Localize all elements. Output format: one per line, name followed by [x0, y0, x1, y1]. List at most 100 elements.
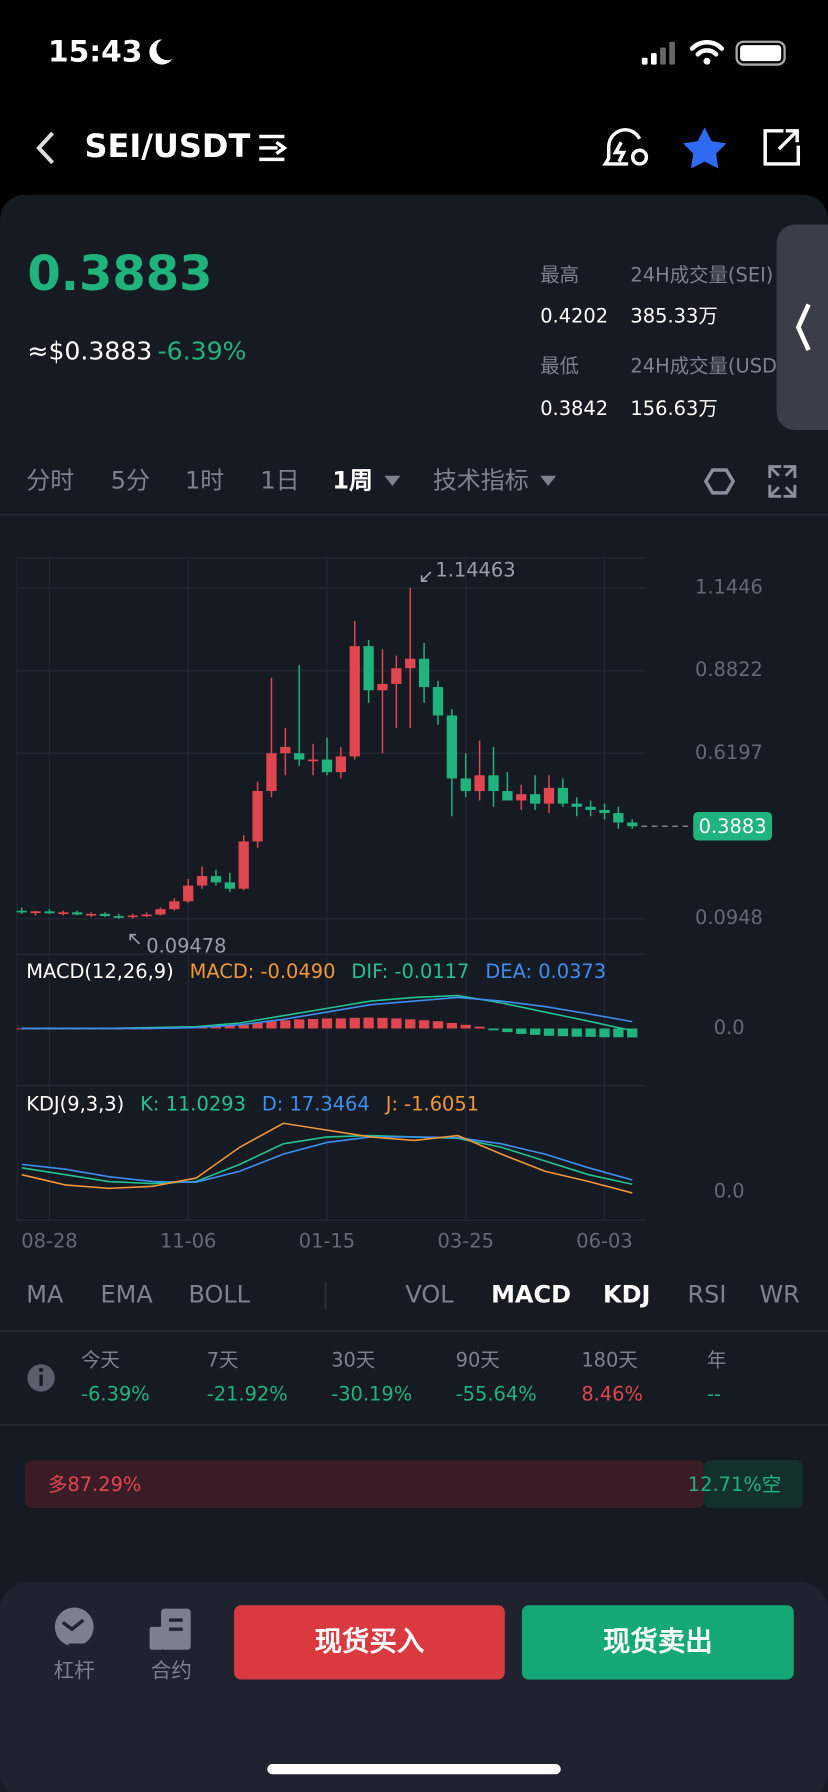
battery-level	[740, 45, 782, 62]
performance-row: 今天 -6.39% 7天 -21.92% 30天 -30.19% 90天 -55.64% 180…	[81, 1348, 726, 1405]
candle-body	[169, 901, 180, 910]
period-change: -6.39%	[81, 1383, 150, 1406]
macd-bar	[418, 1020, 430, 1029]
dropdown-arrow	[540, 475, 557, 486]
leverage-glyph	[61, 1618, 96, 1654]
candle-body	[488, 775, 499, 792]
macd-bar	[571, 1028, 582, 1037]
interval-tab[interactable]: 技术指标	[433, 466, 529, 494]
candle-body	[266, 753, 277, 792]
wifi-dot	[703, 57, 711, 65]
macd-bar	[460, 1024, 471, 1029]
indicator-legend: DEA: 0.0373	[485, 960, 606, 983]
period-label: 180天	[581, 1348, 637, 1371]
macd-bar	[307, 1018, 319, 1029]
candle-body	[585, 806, 596, 810]
macd-bar	[321, 1018, 333, 1029]
x-tick-label: 06-03	[576, 1230, 632, 1253]
candle-body	[252, 791, 263, 842]
main-indicator-tab[interactable]: MA	[26, 1281, 64, 1309]
candle-body	[432, 687, 444, 716]
indicator-legend: MACD: -0.0490	[190, 960, 336, 983]
main-indicator-tab[interactable]: EMA	[101, 1281, 154, 1309]
last-price-label: 0.3883	[699, 815, 767, 838]
x-tick-label: 03-25	[438, 1230, 494, 1253]
candle-body	[377, 683, 388, 691]
candle-body	[363, 646, 374, 691]
candle-body	[529, 794, 541, 804]
fullscreen-icon[interactable]	[768, 465, 797, 498]
candle-body	[307, 759, 319, 762]
indicator-line	[21, 1136, 633, 1184]
interval-tab[interactable]: 1时	[185, 466, 224, 494]
sub-indicator-tab[interactable]: MACD	[491, 1281, 571, 1309]
battery-icon	[735, 40, 786, 66]
macd-bar	[488, 1028, 499, 1031]
macd-bar	[294, 1019, 305, 1029]
indicator-line	[21, 1122, 633, 1194]
candle-body	[141, 914, 152, 917]
long-label: 多87.29%	[48, 1473, 141, 1496]
contract-label: 合约	[151, 1658, 192, 1682]
candle-body	[30, 911, 41, 914]
interval-tab[interactable]: 1日	[260, 466, 299, 494]
candle-body	[224, 882, 235, 889]
macd-bar	[349, 1017, 360, 1029]
share-icon[interactable]	[763, 129, 801, 166]
macd-bar	[252, 1022, 263, 1029]
sub-indicator-tab[interactable]: VOL	[405, 1281, 454, 1309]
signal-icon	[641, 41, 675, 65]
high-arrow	[420, 571, 432, 582]
interval-tabs: 分时 5分 1时 1日 1周 技术指标	[26, 466, 557, 494]
macd-bar	[363, 1017, 374, 1029]
candle-body	[127, 915, 138, 918]
buy-button[interactable]	[234, 1605, 505, 1680]
alert-icon[interactable]	[602, 127, 642, 166]
candle-body	[460, 778, 471, 792]
interval-tab[interactable]: 分时	[26, 466, 74, 494]
usd-price: ≈$0.3883	[27, 336, 152, 365]
candle-body	[502, 791, 513, 801]
main-panel	[0, 194, 828, 1792]
period-label: 90天	[456, 1348, 500, 1371]
pair-menu[interactable]	[259, 134, 288, 162]
status-time: 15:43	[48, 35, 142, 70]
interval-tab[interactable]: 1周	[332, 466, 373, 494]
sub-indicator-tab[interactable]: WR	[759, 1281, 799, 1309]
favorite-star[interactable]	[682, 127, 727, 169]
macd-bar	[585, 1028, 596, 1037]
candle-body	[391, 668, 402, 684]
macd-bar	[391, 1018, 402, 1029]
high-label: 1.14463	[435, 558, 515, 581]
macd-bar	[502, 1028, 513, 1033]
macd-bar	[224, 1025, 235, 1029]
last-price: 0.3883	[27, 246, 212, 302]
settings-icon[interactable]	[703, 468, 736, 495]
candle-body	[85, 913, 97, 916]
y-tick-label: 1.1446	[695, 575, 763, 598]
period-label: 年	[707, 1348, 726, 1371]
stat-value: 0.4202	[540, 304, 608, 327]
period-label: 7天	[207, 1348, 239, 1371]
long-bar	[25, 1460, 705, 1509]
x-tick-label: 08-28	[21, 1230, 77, 1253]
candle-body	[516, 794, 527, 801]
dropdown-arrow	[384, 475, 401, 486]
x-tick-label: 01-15	[299, 1230, 355, 1253]
sub-indicator-tab[interactable]: KDJ	[603, 1281, 650, 1309]
candle-body	[627, 822, 638, 827]
candle-body	[613, 813, 624, 823]
low-label: 0.09478	[146, 935, 226, 958]
sell-button[interactable]	[521, 1605, 794, 1680]
side-drawer-tab[interactable]	[776, 224, 828, 431]
sub-indicator-tab[interactable]: RSI	[688, 1281, 727, 1309]
main-indicator-tab[interactable]: BOLL	[188, 1281, 250, 1309]
macd-bar	[474, 1026, 485, 1029]
back-button[interactable]	[36, 131, 55, 165]
stat-label: 最高	[540, 263, 579, 286]
macd-bar	[627, 1028, 638, 1038]
candle-body	[99, 913, 111, 917]
interval-tab[interactable]: 5分	[111, 466, 150, 494]
stat-value: 0.3842	[540, 397, 608, 420]
